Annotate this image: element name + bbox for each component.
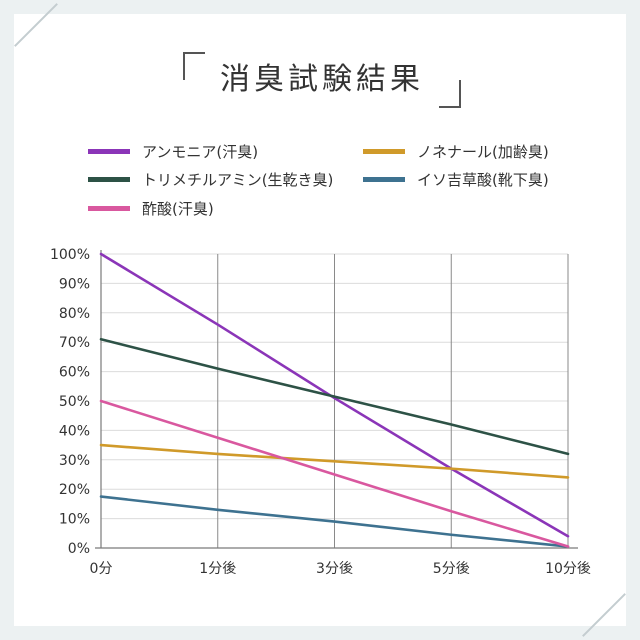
series-line-ammonia (99, 252, 570, 538)
y-tick-label: 30% (59, 453, 90, 469)
y-tick-label: 60% (59, 365, 90, 381)
x-tick-label: 10分後 (545, 561, 591, 577)
legend-label-nonenal: ノネナール(加齢臭) (417, 142, 549, 161)
y-tick-label: 0% (68, 541, 90, 557)
x-tick-label: 5分後 (433, 561, 470, 577)
legend-item-isovaleric: イソ吉草酸(靴下臭) (363, 169, 549, 189)
series-line-trimethylamine (99, 337, 570, 456)
legend-item-trimethylamine: トリメチルアミン(生乾き臭) (88, 169, 333, 189)
legend-item-nonenal: ノネナール(加齢臭) (363, 141, 549, 161)
series-line-nonenal (99, 443, 570, 479)
x-tick-label: 0分 (90, 561, 113, 577)
legend-item-ammonia: アンモニア(汗臭) (88, 141, 258, 161)
bracket-top-left (183, 52, 205, 80)
x-tick-labels: 0分 1分後 3分後 5分後 10分後 (90, 561, 591, 577)
legend-label-isovaleric: イソ吉草酸(靴下臭) (417, 170, 549, 189)
chart-axes (95, 250, 578, 549)
bracket-bottom-right (439, 80, 461, 108)
y-tick-label: 40% (59, 423, 90, 439)
y-tick-label: 100% (50, 247, 90, 263)
x-tick-label: 1分後 (199, 561, 236, 577)
legend-label-acetic: 酢酸(汗臭) (142, 199, 214, 218)
y-tick-label: 20% (59, 482, 90, 498)
y-tick-label: 80% (59, 306, 90, 322)
legend-item-acetic: 酢酸(汗臭) (88, 198, 214, 218)
series-line-isovaleric (99, 495, 570, 548)
legend-label-trimethylamine: トリメチルアミン(生乾き臭) (142, 170, 334, 189)
y-tick-labels: 0% 10% 20% 30% 40% 50% 60% 70% 80% 90% 100% (50, 247, 90, 557)
x-tick-label: 3分後 (316, 561, 353, 577)
chart-card (14, 14, 626, 626)
legend-swatch-nonenal (363, 148, 405, 154)
y-tick-label: 70% (59, 335, 90, 351)
y-tick-label: 50% (59, 394, 90, 410)
legend-swatch-ammonia (88, 148, 130, 154)
chart-title: 消臭試験結果 (220, 62, 424, 97)
legend-swatch-trimethylamine (88, 176, 130, 182)
series-line-acetic (99, 399, 570, 548)
y-tick-label: 90% (59, 276, 90, 292)
legend-swatch-isovaleric (363, 176, 405, 182)
y-tick-label: 10% (59, 512, 90, 528)
chart-series (99, 252, 570, 548)
legend-label-ammonia: アンモニア(汗臭) (142, 142, 259, 161)
chart-grid (101, 253, 569, 548)
title-frame: 消臭試験結果 (183, 52, 461, 108)
legend-swatch-acetic (88, 205, 130, 211)
